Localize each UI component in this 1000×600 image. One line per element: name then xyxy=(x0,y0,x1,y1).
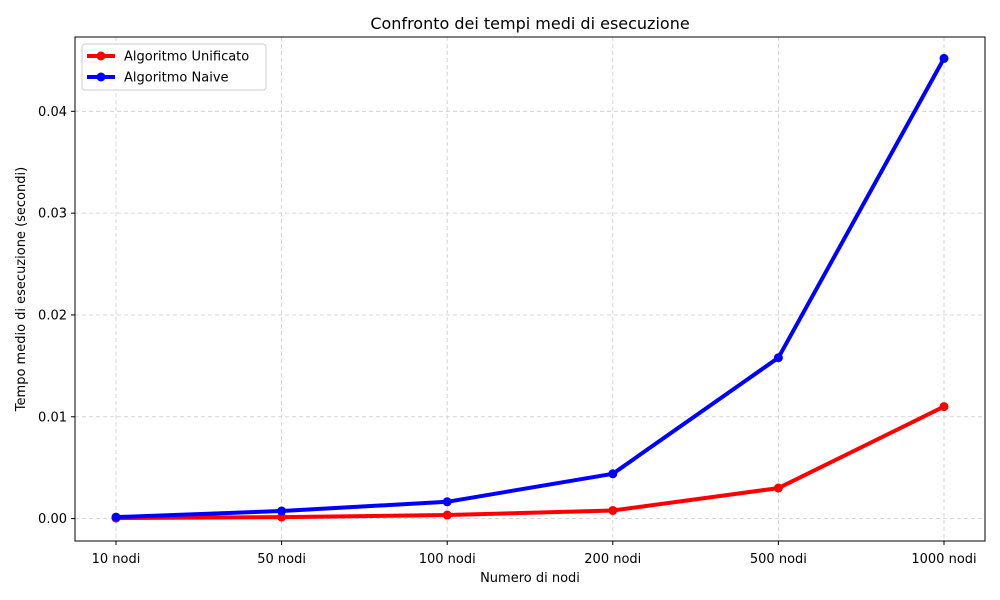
series-point xyxy=(111,512,121,522)
legend-swatch-marker xyxy=(96,72,106,82)
y-tick-label: 0.02 xyxy=(38,308,67,323)
series-point xyxy=(277,506,287,516)
series-point xyxy=(773,353,783,363)
series-point xyxy=(608,505,618,515)
series-point xyxy=(939,53,949,63)
legend-swatch-marker xyxy=(96,51,106,61)
legend-box xyxy=(81,43,267,91)
x-tick-label: 200 nodi xyxy=(584,552,641,567)
series-point xyxy=(939,402,949,412)
series-point xyxy=(608,469,618,479)
series-point xyxy=(773,483,783,493)
plot-frame xyxy=(74,36,986,542)
y-axis-label: Tempo medio di esecuzione (secondi) xyxy=(14,167,29,412)
series-layer xyxy=(111,53,949,523)
y-axis: 0.00 0.01 0.02 0.03 0.04 xyxy=(38,105,75,527)
x-tick-label: 1000 nodi xyxy=(911,552,976,567)
x-axis: 10 nodi 50 nodi 100 nodi 200 nodi 500 nodi 10… xyxy=(92,541,977,567)
y-tick-label: 0.01 xyxy=(38,410,67,425)
legend-label: Algoritmo Unificato xyxy=(124,50,249,65)
x-axis-label: Numero di nodi xyxy=(480,571,580,586)
chart-title: Confronto dei tempi medi di esecuzione xyxy=(370,14,689,33)
series-point xyxy=(442,497,452,507)
x-tick-label: 10 nodi xyxy=(92,552,141,567)
series-line xyxy=(114,56,946,520)
x-tick-label: 100 nodi xyxy=(419,552,476,567)
series-line xyxy=(114,404,946,521)
y-tick-label: 0.03 xyxy=(38,207,67,222)
y-tick-label: 0.04 xyxy=(38,105,67,120)
grid xyxy=(75,37,985,541)
y-tick-label: 0.00 xyxy=(38,512,67,527)
x-tick-label: 50 nodi xyxy=(257,552,306,567)
series-point xyxy=(442,510,452,520)
x-tick-label: 500 nodi xyxy=(750,552,807,567)
legend-label: Algoritmo Naive xyxy=(124,71,229,86)
legend: Algoritmo Unificato Algoritmo Naive xyxy=(81,43,267,91)
